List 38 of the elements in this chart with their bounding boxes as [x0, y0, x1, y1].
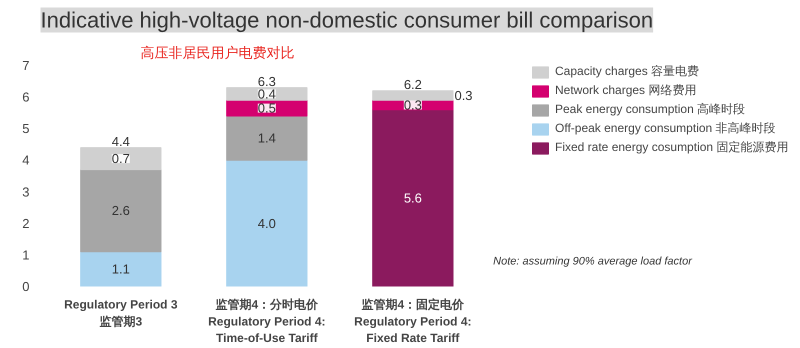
legend-label: Peak energy consumption 高峰时段 [555, 101, 746, 118]
bar [80, 251, 162, 286]
legend-label: Off-peak energy consumption 非高峰时段 [555, 120, 776, 137]
legend-label: Network charges 网络费用 [555, 82, 696, 99]
y-tick-label: 0 [22, 279, 30, 294]
y-tick-label: 1 [22, 247, 30, 262]
data-label: 0.7 [112, 151, 130, 166]
bar [80, 169, 162, 252]
data-label: 1.4 [258, 130, 276, 146]
y-tick-label: 7 [22, 58, 30, 73]
bar [226, 160, 308, 286]
bar [80, 147, 162, 170]
data-label: 2.6 [112, 203, 130, 218]
y-tick-label: 6 [22, 90, 30, 105]
y-tick-label: 4 [22, 152, 30, 168]
x-tick-label: 监管期4：固定电价 Regulatory Period 4: Fixed Rate Tariff [354, 298, 472, 346]
data-label: 0.5 [258, 100, 276, 116]
data-label: 1.1 [112, 262, 130, 277]
x-tick-label: 监管期4：分时电价 Regulatory Period 4: Time-of-Use Tariff [208, 298, 326, 346]
data-label: 0.4 [258, 86, 276, 102]
total-label: 4.4 [112, 134, 130, 150]
total-label: 6.2 [404, 77, 422, 92]
legend-label: Fixed rate energy cosumption 固定能源费用 [555, 139, 788, 156]
text: Note: assuming 90% average load factor [493, 256, 694, 268]
data-label: 5.6 [404, 190, 422, 206]
chart-subtitle: 高压非居民用户电费对比 [140, 44, 294, 60]
chart-title: Indicative high-voltage non-domestic consumer bill comparison [40, 8, 654, 32]
data-label: 4.0 [258, 216, 276, 231]
y-tick-label: 2 [22, 216, 30, 231]
bar [372, 90, 454, 101]
y-tick-label: 5 [22, 121, 30, 136]
data-label: 0.3 [404, 97, 422, 112]
legend-label: Capacity charges 容量电费 [555, 64, 700, 80]
bar [372, 109, 454, 286]
y-tick-label: 3 [22, 184, 30, 200]
x-tick-label: Regulatory Period 3 监管期3 [64, 298, 178, 328]
data-label: 0.3 [454, 88, 473, 103]
bar [226, 116, 308, 161]
